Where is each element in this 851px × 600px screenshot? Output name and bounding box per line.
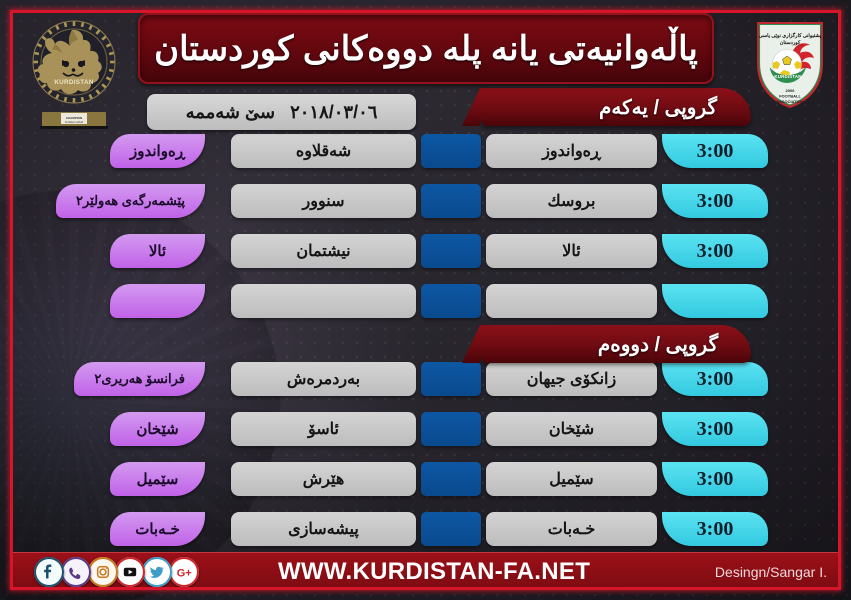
svg-text:G+: G+ (177, 568, 192, 580)
svg-text:پشتیوانی کارگزاری نوێی یاسی: پشتیوانی کارگزاری نوێی یاسی (759, 32, 822, 39)
svg-text:کوردستان: کوردستان (780, 40, 801, 46)
svg-text:2006: 2006 (786, 88, 796, 93)
svg-text:ASSOCIATION: ASSOCIATION (776, 99, 804, 104)
svg-text:FOOTBALL: FOOTBALL (779, 94, 801, 99)
svg-text:KURDISTAN: KURDISTAN (54, 79, 93, 86)
svg-text:KURDISTAN: KURDISTAN (774, 74, 801, 79)
